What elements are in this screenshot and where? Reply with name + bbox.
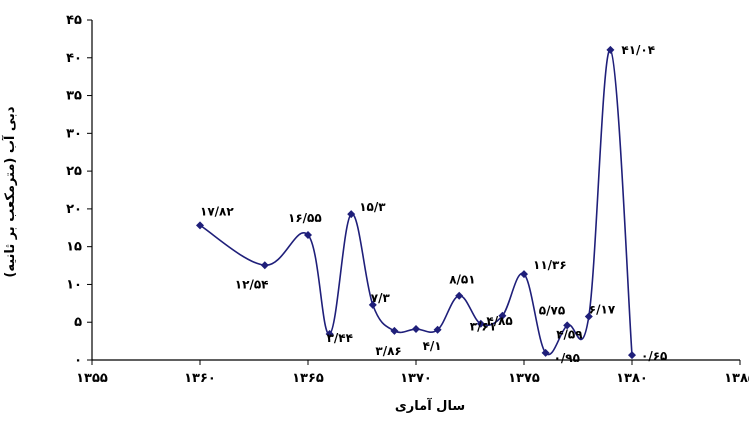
data-point-marker xyxy=(476,319,485,328)
data-label: ۴/۵۹ xyxy=(556,327,583,341)
data-point-marker xyxy=(325,330,334,339)
data-point-marker xyxy=(606,45,615,54)
data-label: ۴۱/۰۴ xyxy=(621,43,655,57)
y-tick-label: ۲۰ xyxy=(66,202,82,217)
y-tick-label: ۳۰ xyxy=(66,126,82,141)
data-label: ۱۶/۵۵ xyxy=(288,211,322,225)
data-point-marker xyxy=(260,261,269,270)
data-point-marker xyxy=(628,351,636,360)
series-line xyxy=(199,49,633,356)
y-tick-label: ۰ xyxy=(74,353,82,368)
y-tick-label: ۲۵ xyxy=(66,164,82,179)
data-point-marker xyxy=(196,221,204,230)
data-point-marker xyxy=(412,325,420,334)
data-label: ۰/۶۵ xyxy=(641,349,667,363)
y-tick-label: ۳۵ xyxy=(66,89,82,104)
data-label: ۶/۱۷ xyxy=(589,303,616,317)
x-tick-label: ۱۳۵۵ xyxy=(76,371,108,386)
x-axis-label: سال آماری xyxy=(395,397,465,414)
data-label: ۷/۳ xyxy=(371,291,391,305)
y-tick-label: ۴۰ xyxy=(66,51,82,66)
data-point-marker xyxy=(347,210,356,219)
y-axis-label: دبی آب (مترمکعب بر ثانیه) xyxy=(1,106,18,277)
data-label: ۵/۷۵ xyxy=(539,304,565,318)
x-tick-label: ۱۳۸۵ xyxy=(724,371,749,386)
x-tick-label: ۱۳۷۵ xyxy=(508,371,540,386)
data-label: ۳/۸۶ xyxy=(375,344,401,358)
data-label: ۸/۵۱ xyxy=(449,273,475,287)
data-label: ۳/۴۴ xyxy=(327,331,353,345)
x-tick-label: ۱۳۸۰ xyxy=(616,371,648,386)
data-label: ۰/۹۵ xyxy=(554,351,580,365)
x-axis-ticks: ۱۳۵۵ ۱۳۶۰ ۱۳۶۵ ۱۳۷۰ ۱۳۷۵ ۱۳۸۰ ۱۳۸۵ xyxy=(76,360,749,386)
y-tick-label: ۱۰ xyxy=(66,277,82,292)
data-point-marker xyxy=(520,270,528,279)
data-label: ۴/۱ xyxy=(423,339,442,353)
data-point-marker xyxy=(368,300,377,309)
data-point-marker xyxy=(455,291,464,300)
data-points xyxy=(196,45,636,360)
data-point-marker xyxy=(390,326,399,335)
data-label: ۴/۸۵ xyxy=(486,314,512,328)
data-label: ۱۵/۳ xyxy=(359,200,386,214)
data-label: ۱۱/۳۶ xyxy=(533,258,567,272)
data-point-marker xyxy=(563,321,572,330)
data-label: ۳/۶۱ xyxy=(470,320,496,334)
y-axis-ticks: ۰ ۵ ۱۰ ۱۵ ۲۰ ۲۵ ۳۰ ۳۵ ۴۰ ۴۵ xyxy=(66,13,92,368)
data-point-marker xyxy=(498,311,507,320)
y-tick-label: ۴۵ xyxy=(66,13,82,28)
data-point-marker xyxy=(541,348,550,357)
axes xyxy=(91,20,740,361)
data-label: ۱۲/۵۴ xyxy=(235,277,269,291)
x-tick-label: ۱۳۶۰ xyxy=(184,371,216,386)
y-tick-label: ۱۵ xyxy=(66,240,82,255)
data-point-marker xyxy=(584,312,593,321)
data-point-marker xyxy=(304,230,312,239)
y-tick-label: ۵ xyxy=(74,315,82,330)
data-point-marker xyxy=(433,325,442,334)
series-lines xyxy=(199,49,633,356)
data-labels: ۱۷/۸۲ ۱۲/۵۴ ۱۶/۵۵ ۳/۴۴ ۱۵/۳ ۷/۳ ۳/۸۶ ۴/۱ ۸/۵۱ ۳/۶… xyxy=(200,43,667,365)
x-tick-label: ۱۳۶۵ xyxy=(292,371,324,386)
data-label: ۱۷/۸۲ xyxy=(200,204,234,218)
x-tick-label: ۱۳۷۰ xyxy=(400,371,432,386)
